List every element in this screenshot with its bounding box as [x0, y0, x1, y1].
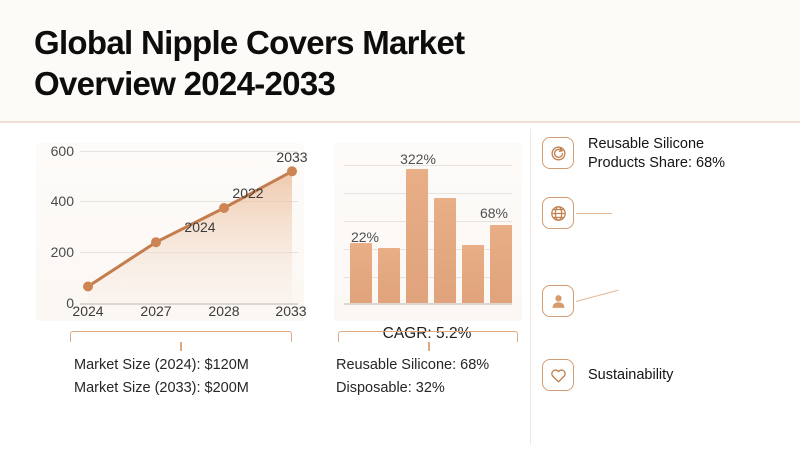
line-caption-2: Market Size (2033): $200M [74, 380, 249, 396]
globe-icon[interactable] [542, 197, 574, 229]
line-ytick-200: 200 [50, 244, 74, 260]
line-point-label-2033: 2033 [276, 149, 308, 165]
page-title-line-1: Global Nipple Covers Market [34, 24, 465, 61]
person-glyph [552, 294, 564, 308]
page-header: Global Nipple Covers Market Overview 202… [0, 0, 800, 122]
person-icon[interactable] [542, 285, 574, 317]
bar-caption-2: Disposable: 32% [336, 380, 445, 396]
bar-1 [350, 243, 372, 303]
line-series [83, 166, 297, 303]
cagr-label: CAGR: 5.2% [382, 325, 472, 342]
bar-gridline-5 [344, 277, 512, 278]
line-gridline-400 [80, 201, 298, 202]
bar-label-68: 68% [479, 205, 509, 221]
donut-item-1-label-line2: Products Share: 68% [588, 155, 726, 171]
page-title-line-2: Overview 2024-2033 [34, 65, 336, 102]
heart-glyph [550, 368, 566, 383]
line-ytick-0: 0 [66, 295, 74, 311]
bar-caption-1: Reusable Silicone: 68% [336, 357, 490, 373]
line-xtick-3: 2033 [275, 303, 307, 319]
bar-series [344, 155, 512, 303]
heart-icon[interactable] [542, 359, 574, 391]
line-xtick-2: 2028 [208, 303, 240, 319]
bar-gridline-1 [344, 165, 512, 166]
line-x-axis [80, 303, 298, 305]
bar-gridline-4 [344, 249, 512, 250]
line-chart-panel: 600 400 200 0 [14, 131, 320, 443]
line-gridline-600 [80, 151, 298, 152]
bar-chart-panel: 22% 322% 68% CAGR: 5.2% Reusable Silicon… [326, 131, 528, 443]
line-point-label-2028: 2022 [232, 185, 264, 201]
donut-item-1-label-line1: Reusable Silicone [588, 136, 705, 152]
bar-3 [406, 169, 428, 303]
globe-connector [576, 213, 612, 215]
recycle-icon[interactable] [542, 137, 574, 169]
line-xtick-0: 2024 [72, 303, 104, 319]
person-connector [575, 289, 619, 303]
bar-2 [378, 248, 400, 303]
line-bracket [70, 331, 292, 342]
donut-panel: Reusable Silicone Products Share: 68% [530, 123, 800, 450]
bar-bracket [338, 331, 518, 342]
bar-5 [462, 245, 484, 303]
line-caption-1: Market Size (2024): $120M [74, 357, 249, 373]
bar-gridline-3 [344, 221, 512, 222]
bar-label-322: 322% [400, 151, 436, 167]
bar-label-22: 22% [350, 229, 380, 245]
header-divider [0, 121, 800, 123]
line-bracket-stem [180, 342, 182, 351]
bar-4 [434, 198, 456, 303]
line-ytick-600: 600 [50, 143, 74, 159]
recycle-glyph [550, 145, 566, 161]
bar-gridline-2 [344, 193, 512, 194]
globe-glyph [550, 205, 566, 221]
line-chart-card: 600 400 200 0 [36, 143, 308, 321]
bar-x-axis [344, 303, 512, 305]
panel-divider [530, 129, 531, 445]
donut-item-4-label: Sustainability [588, 367, 674, 383]
bar-bracket-stem [428, 342, 430, 351]
bar-6 [490, 225, 512, 303]
line-ytick-400: 400 [50, 193, 74, 209]
main-content: 600 400 200 0 [0, 123, 800, 450]
line-point-label-2027: 2024 [184, 219, 216, 235]
bar-chart-card: 22% 322% 68% [334, 143, 522, 321]
line-xtick-1: 2027 [140, 303, 172, 319]
